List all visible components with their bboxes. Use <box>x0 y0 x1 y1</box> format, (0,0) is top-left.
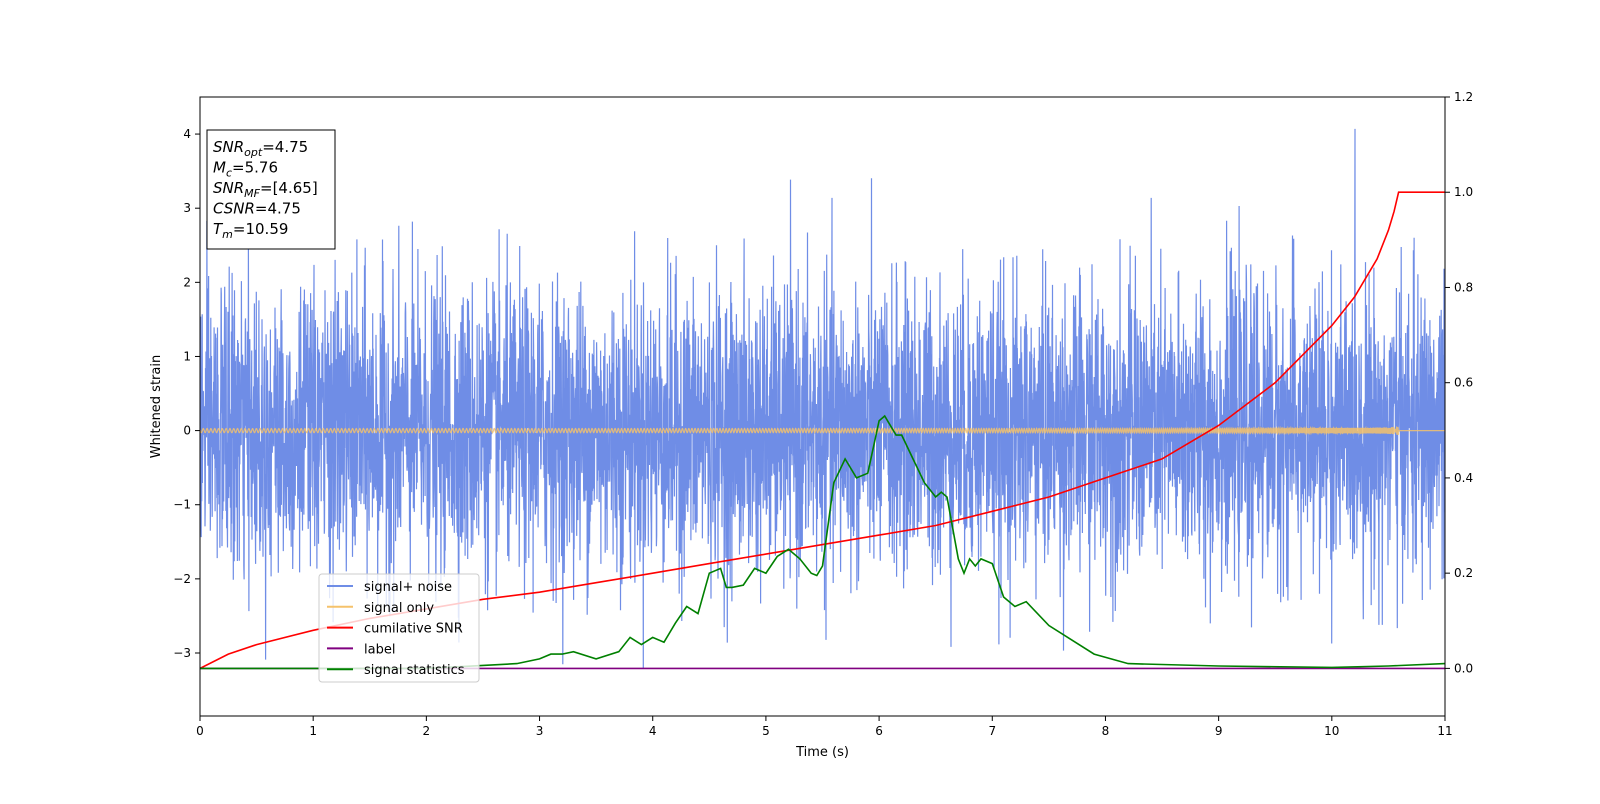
y-tick-label-left: −1 <box>173 498 191 512</box>
info-box-line: SNRopt=4.75 <box>213 138 308 159</box>
y-tick-label-left: 3 <box>183 201 191 215</box>
x-tick-label: 1 <box>309 724 317 738</box>
info-box-line: SNRMF=[4.65] <box>213 179 318 200</box>
y-tick-label-left: 4 <box>183 127 191 141</box>
legend-label: signal only <box>364 601 434 616</box>
y-tick-label-left: −2 <box>173 572 191 586</box>
axes-layer: 0 1 2 3 4 5 6 7 8 9 10 11 −3 −2 −1 0 1 2 3 4 0.0 0.2 0.4 0.6 0.8… <box>173 90 1473 738</box>
info-box-line: CSNR=4.75 <box>213 200 301 218</box>
x-tick-label: 5 <box>762 724 770 738</box>
info-box-line: Tm=10.59 <box>213 220 288 241</box>
series-signal-only-line <box>200 425 1445 436</box>
series-signal-noise-line <box>200 128 1445 669</box>
y-tick-label-right: 0.6 <box>1454 376 1473 390</box>
x-tick-label: 4 <box>649 724 657 738</box>
x-tick-label: 10 <box>1324 724 1339 738</box>
x-axis-label: Time (s) <box>795 745 849 760</box>
x-tick-label: 0 <box>196 724 204 738</box>
legend-label: signal+ noise <box>364 580 452 595</box>
x-tick-label: 6 <box>875 724 883 738</box>
y-tick-label-right: 0.8 <box>1454 280 1473 294</box>
y-tick-label-right: 0.2 <box>1454 566 1473 580</box>
legend-label: label <box>364 642 395 657</box>
x-tick-label: 2 <box>423 724 431 738</box>
info-box-line: Mc=5.76 <box>213 159 278 180</box>
y-tick-label-right: 0.4 <box>1454 471 1473 485</box>
legend-frame <box>318 573 480 683</box>
legend-label: cumilative SNR <box>364 622 463 637</box>
info-box-frame <box>206 129 336 250</box>
y-tick-label-left: 1 <box>183 349 191 363</box>
series-signal-statistics-line <box>200 414 1445 670</box>
y-tick-label-left: 0 <box>183 424 191 438</box>
y-tick-label-right: 0.0 <box>1454 661 1473 675</box>
y-axis-label-left: Whitened strain <box>149 355 164 458</box>
y-tick-label-left: 2 <box>183 275 191 289</box>
y-tick-label-left: −3 <box>173 646 191 660</box>
y-tick-label-right: 1.2 <box>1454 90 1473 104</box>
x-tick-label: 11 <box>1437 724 1452 738</box>
legend: signal+ noise signal only cumilative SNR la… <box>318 573 480 683</box>
legend-label: signal statistics <box>364 663 465 678</box>
x-tick-label: 3 <box>536 724 544 738</box>
y-tick-label-right: 1.0 <box>1454 185 1473 199</box>
x-tick-label: 9 <box>1215 724 1223 738</box>
plot-frame <box>199 96 1446 717</box>
x-tick-label: 7 <box>988 724 996 738</box>
x-tick-label: 8 <box>1102 724 1110 738</box>
